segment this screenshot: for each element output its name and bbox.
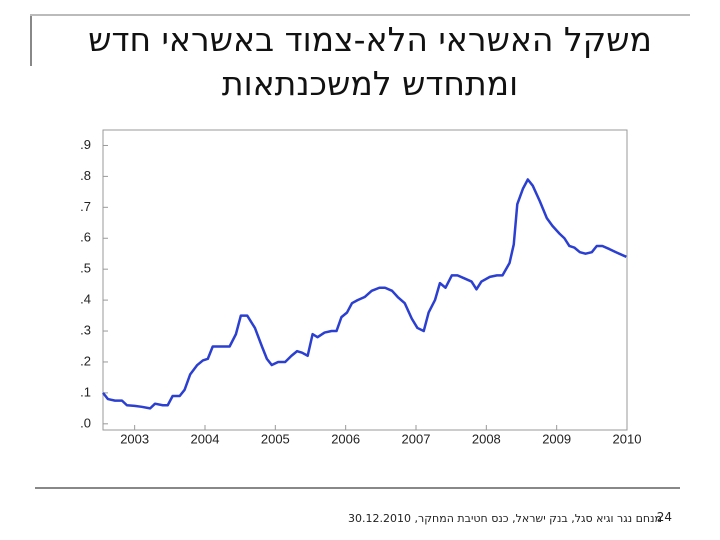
x-tick-label: 2010: [613, 431, 642, 446]
y-tick-label: .5: [80, 261, 91, 276]
decor-line: [30, 14, 32, 66]
x-tick-label: 2005: [261, 431, 290, 446]
plot-frame: [102, 129, 628, 431]
footer: מנחם נגר וגיא סגל, בנק ישראל, כנס חטיבת …: [348, 512, 662, 525]
decor-line: [30, 14, 690, 16]
chart: .0 .1 .2 .3 .4 .5 .6 .7 .8 .9 2003 2004 2005 2006 2007…: [80, 129, 642, 446]
data-line: [102, 178, 627, 410]
page-number: 24: [656, 510, 672, 524]
x-tick-label: 2004: [191, 431, 220, 446]
footer-line: [35, 487, 680, 489]
x-tick-label: 2009: [542, 431, 571, 446]
y-tick-label: .0: [80, 415, 91, 430]
slide-title: משקל האשראי הלא-צמוד באשראי חדש ומתחדש ל…: [88, 20, 652, 103]
x-tick-label: 2006: [331, 431, 360, 446]
x-tick-label: 2007: [402, 431, 431, 446]
y-tick-label: .8: [80, 168, 91, 183]
y-tick-label: .4: [80, 292, 91, 307]
y-tick-label: .1: [80, 384, 91, 399]
y-tick-label: .7: [80, 199, 91, 214]
y-tick-label: .6: [80, 230, 91, 245]
x-tick-label: 2008: [472, 431, 501, 446]
y-tick-label: .2: [80, 353, 91, 368]
y-tick-label: .9: [80, 137, 91, 152]
x-tick-label: 2003: [120, 431, 149, 446]
y-tick-label: .3: [80, 322, 91, 337]
